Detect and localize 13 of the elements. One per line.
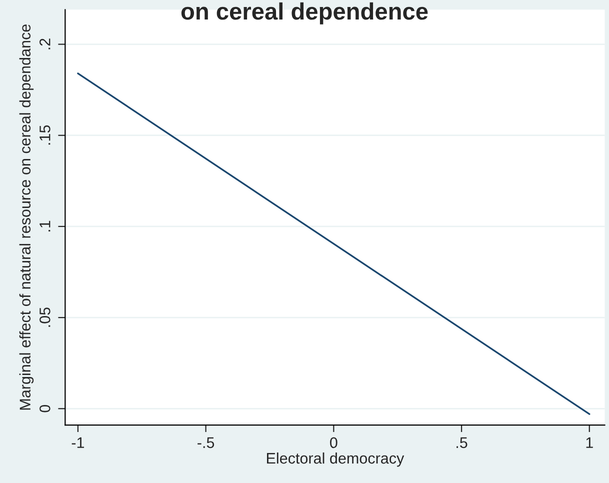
chart-title: on cereal dependence	[181, 2, 428, 24]
x-tick-label: 0	[330, 437, 338, 448]
y-tick-label: 0	[40, 404, 50, 412]
x-tick-label: .5	[456, 437, 468, 448]
y-tick-label: .1	[40, 220, 50, 232]
y-axis-title: Marginal effect of natural resource on cereal dependance	[19, 24, 34, 410]
y-tick-label: .2	[40, 38, 50, 50]
x-tick-label: 1	[586, 437, 593, 448]
x-tick-label: -.5	[198, 437, 214, 448]
x-tick-label: -1	[72, 437, 84, 448]
x-axis-title: Electoral democracy	[267, 452, 404, 467]
y-tick-label: .05	[40, 308, 50, 327]
y-tick-label: .15	[40, 125, 50, 145]
